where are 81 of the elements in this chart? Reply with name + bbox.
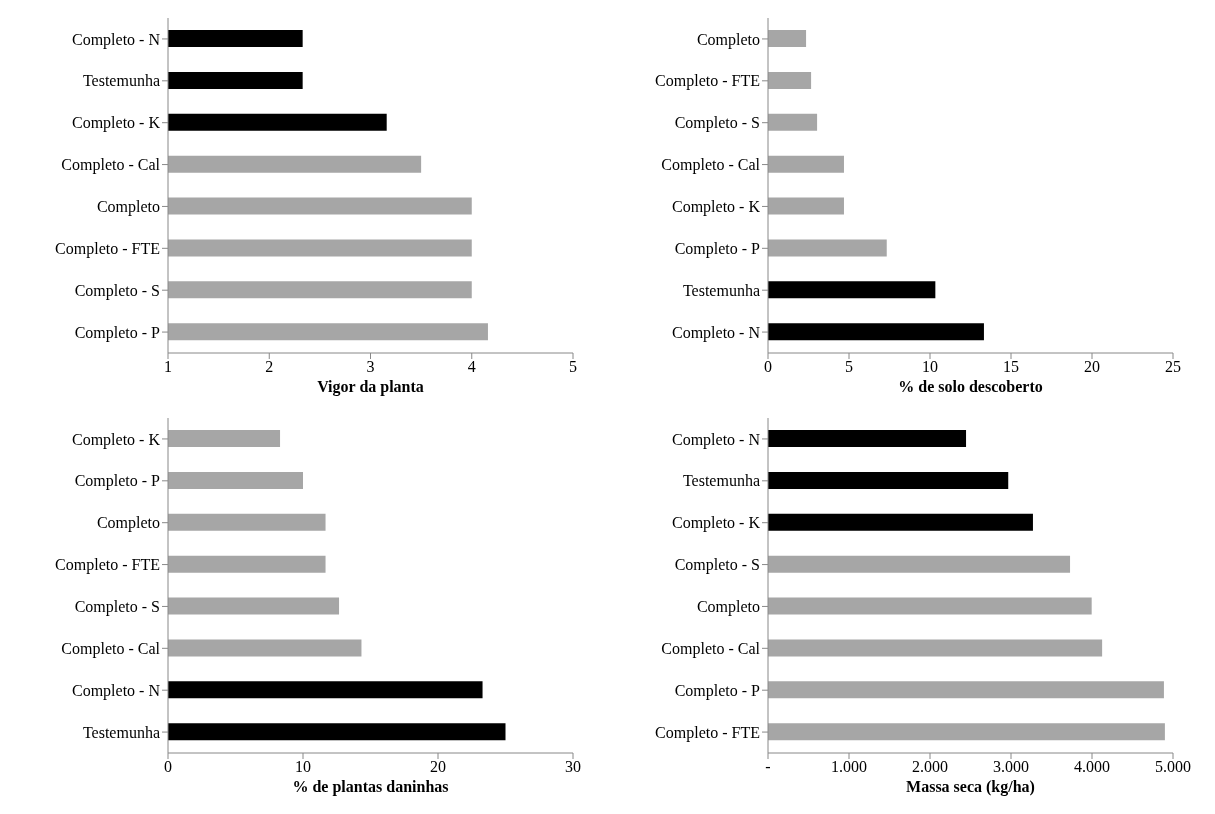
y-tick-label: Completo - K	[672, 198, 761, 217]
y-tick-label: Completo - S	[74, 281, 160, 300]
y-tick-label: Completo	[696, 598, 760, 617]
x-axis-title: % de solo descoberto	[897, 378, 1044, 396]
bar	[768, 471, 1009, 489]
x-tick-label: 1	[164, 358, 172, 376]
x-tick-label: 10	[922, 358, 938, 376]
x-tick-label: 10	[295, 758, 311, 776]
bar	[768, 323, 984, 341]
x-tick-label: 30	[565, 758, 581, 776]
bar	[768, 513, 1033, 531]
y-tick-label: Completo - FTE	[655, 72, 760, 91]
y-tick-label: Testemunha	[682, 472, 760, 490]
x-tick-label: 3	[366, 358, 375, 376]
y-tick-label: Completo - S	[674, 556, 760, 575]
x-tick-label: 20	[430, 758, 446, 776]
bar	[168, 639, 362, 657]
y-tick-label: Completo - P	[674, 239, 761, 258]
y-tick-label: Completo - FTE	[55, 239, 160, 258]
y-tick-label: Completo - FTE	[55, 556, 160, 575]
y-tick-label: Completo - N	[672, 323, 761, 342]
x-axis-title: Massa seca (kg/ha)	[905, 778, 1036, 796]
y-tick-label: Completo - P	[74, 323, 161, 342]
y-tick-label: Testemunha	[682, 281, 760, 299]
x-tick-label: 2.000	[912, 758, 948, 776]
bar	[168, 471, 303, 489]
y-tick-label: Testemunha	[82, 72, 160, 90]
bar	[768, 597, 1092, 615]
x-tick-label: 25	[1165, 358, 1181, 376]
x-tick-label: 5	[569, 358, 577, 376]
bar	[768, 639, 1103, 657]
bar	[168, 513, 326, 531]
y-tick-label: Completo	[696, 30, 760, 49]
y-tick-label: Testemunha	[82, 723, 160, 741]
y-tick-label: Completo - K	[72, 114, 161, 133]
x-tick-label: 4.000	[1074, 758, 1110, 776]
x-tick-label: -	[765, 758, 771, 776]
x-tick-label: 20	[1084, 358, 1100, 376]
y-tick-label: Completo - P	[674, 681, 761, 700]
y-tick-label: Completo - P	[74, 472, 161, 491]
x-tick-label: 4	[467, 358, 476, 376]
x-tick-label: 0	[164, 758, 172, 776]
y-tick-label: Completo - N	[72, 681, 161, 700]
y-tick-label: Completo - S	[74, 598, 160, 617]
bar	[168, 430, 281, 447]
bar	[168, 723, 506, 741]
x-tick-label: 3.000	[993, 758, 1029, 776]
y-tick-label: Completo - Cal	[61, 156, 161, 175]
bar	[768, 71, 812, 89]
bar	[768, 430, 967, 447]
y-tick-label: Completo - Cal	[661, 639, 761, 658]
y-tick-label: Completo - FTE	[655, 723, 760, 742]
bar	[768, 155, 844, 173]
x-tick-label: 0	[764, 358, 772, 376]
y-tick-label: Completo - N	[672, 430, 761, 449]
x-tick-label: 15	[1003, 358, 1019, 376]
bar	[768, 555, 1071, 573]
bar	[768, 681, 1164, 699]
x-tick-label: 2	[265, 358, 274, 376]
y-tick-label: Completo - N	[72, 30, 161, 49]
bar	[168, 555, 326, 573]
y-tick-label: Completo - Cal	[61, 639, 161, 658]
bar	[768, 281, 936, 299]
x-axis-title: % de plantas daninhas	[291, 778, 450, 796]
y-tick-label: Completo	[96, 198, 160, 217]
bar	[768, 197, 844, 215]
x-tick-label: 5.000	[1155, 758, 1191, 776]
y-tick-label: Completo - K	[72, 430, 161, 449]
bar	[768, 723, 1165, 741]
y-tick-label: Completo - S	[674, 114, 760, 133]
y-tick-label: Completo - K	[672, 514, 761, 533]
bar	[768, 239, 887, 257]
x-axis-title: Vigor da planta	[316, 378, 425, 396]
bar	[768, 30, 807, 47]
bar	[768, 113, 818, 131]
x-tick-label: 1.000	[831, 758, 867, 776]
y-tick-label: Completo - Cal	[661, 156, 761, 175]
bar	[168, 681, 483, 699]
y-tick-label: Completo	[96, 514, 160, 533]
x-tick-label: 5	[845, 358, 853, 376]
bar	[168, 597, 340, 615]
